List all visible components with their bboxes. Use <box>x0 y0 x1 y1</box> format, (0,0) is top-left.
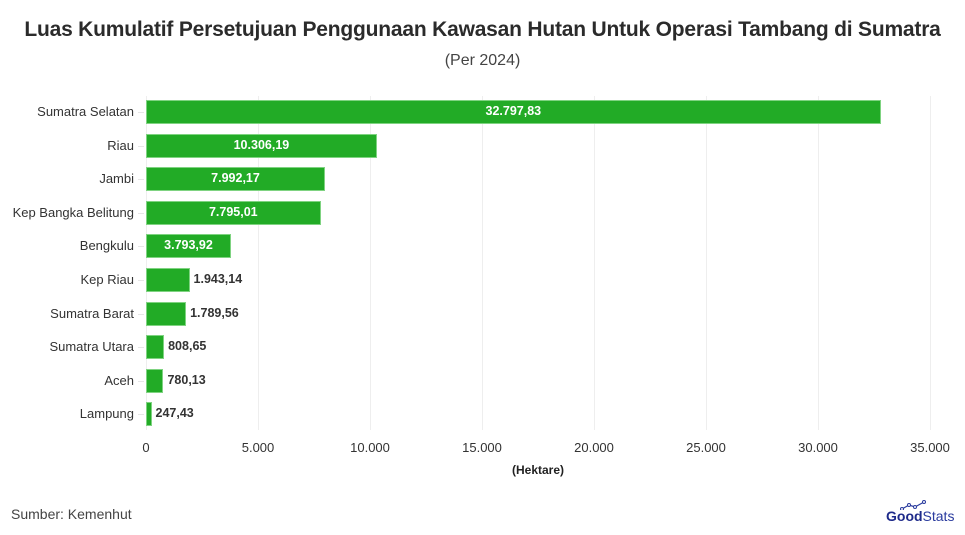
x-tick-label: 25.000 <box>686 440 726 455</box>
gridline <box>146 96 147 430</box>
bar <box>146 100 881 124</box>
bar <box>146 402 152 427</box>
gridline <box>818 96 819 430</box>
bar <box>146 133 377 158</box>
y-tick-mark <box>138 145 144 147</box>
category-label: Riau <box>107 137 134 153</box>
gridline <box>594 96 595 430</box>
category-label: Aceh <box>104 372 134 388</box>
bar <box>146 301 187 326</box>
value-label: 1.943,14 <box>193 272 243 286</box>
y-tick-mark <box>138 414 144 416</box>
category-label: Sumatra Selatan <box>37 104 134 119</box>
value-label: 7.795,01 <box>208 204 258 219</box>
category-label: Bengkulu <box>79 238 134 254</box>
x-tick-label: 20.000 <box>574 440 614 455</box>
y-tick-mark <box>138 112 144 113</box>
bar <box>146 200 321 225</box>
chart-subtitle: (Per 2024) <box>444 52 521 69</box>
x-tick-label: 5.000 <box>241 440 275 455</box>
bar <box>146 167 326 192</box>
logo-text-stats: Stats <box>922 508 955 524</box>
value-label: 780,13 <box>167 372 206 387</box>
category-label: Kep Bangka Belitung <box>12 204 134 220</box>
x-tick-label: 15.000 <box>462 440 502 455</box>
gridline <box>258 96 259 430</box>
category-label: Jambi <box>99 171 134 187</box>
value-label: 1.789,56 <box>190 305 239 320</box>
category-label: Lampung <box>79 406 134 422</box>
category-label: Sumatra Barat <box>50 305 134 321</box>
y-tick-mark <box>138 179 144 181</box>
x-tick-label: 0 <box>142 440 150 455</box>
bar <box>146 335 165 360</box>
bar <box>146 368 164 393</box>
y-tick-mark <box>138 313 144 315</box>
x-tick-label: 10.000 <box>350 440 390 455</box>
value-label: 32.797,83 <box>485 104 542 118</box>
x-tick-label: 35.000 <box>910 440 950 455</box>
category-label: Kep Riau <box>80 272 134 287</box>
gridline <box>482 96 483 430</box>
bar <box>146 268 190 292</box>
logo-text-good: Good <box>886 508 923 524</box>
x-tick-label: 30.000 <box>798 440 838 455</box>
gridline <box>930 96 931 430</box>
y-tick-mark <box>138 280 144 281</box>
gridline <box>706 96 707 430</box>
value-label: 10.306,19 <box>233 137 290 152</box>
source-note: Sumber: Kemenhut <box>11 506 132 522</box>
gridline <box>370 96 371 430</box>
y-tick-mark <box>138 347 144 349</box>
y-tick-mark <box>138 212 144 214</box>
trend-line-icon <box>900 500 926 510</box>
category-label: Sumatra Utara <box>49 339 134 355</box>
value-label: 247,43 <box>155 406 194 421</box>
bar <box>146 234 231 259</box>
value-label: 7.992,17 <box>211 171 260 186</box>
chart-title: Luas Kumulatif Persetujuan Penggunaan Ka… <box>24 18 941 41</box>
value-label: 808,65 <box>168 339 207 354</box>
y-tick-mark <box>138 246 144 248</box>
value-label: 3.793,92 <box>164 238 213 253</box>
x-axis-label: (Hektare) <box>511 463 565 477</box>
y-tick-mark <box>138 380 144 382</box>
